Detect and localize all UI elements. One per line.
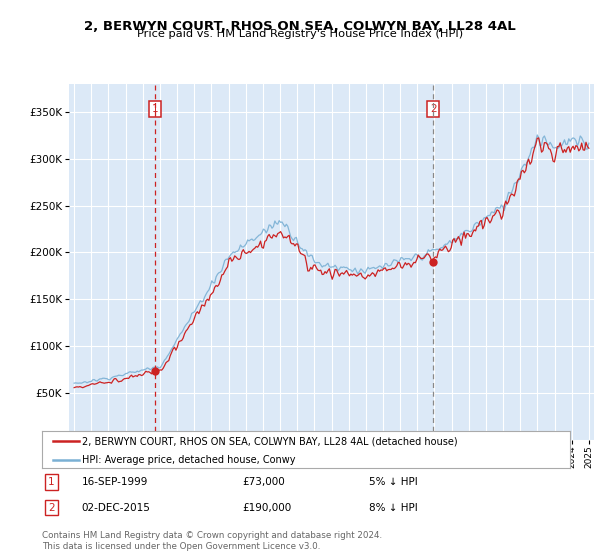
Text: 02-DEC-2015: 02-DEC-2015 xyxy=(82,502,151,512)
Text: £190,000: £190,000 xyxy=(242,502,292,512)
Text: This data is licensed under the Open Government Licence v3.0.: This data is licensed under the Open Gov… xyxy=(42,542,320,550)
Text: Price paid vs. HM Land Registry's House Price Index (HPI): Price paid vs. HM Land Registry's House … xyxy=(137,29,463,39)
Text: Contains HM Land Registry data © Crown copyright and database right 2024.: Contains HM Land Registry data © Crown c… xyxy=(42,531,382,540)
Text: 2, BERWYN COURT, RHOS ON SEA, COLWYN BAY, LL28 4AL (detached house): 2, BERWYN COURT, RHOS ON SEA, COLWYN BAY… xyxy=(82,436,457,446)
Text: 5% ↓ HPI: 5% ↓ HPI xyxy=(370,477,418,487)
Text: 16-SEP-1999: 16-SEP-1999 xyxy=(82,477,148,487)
Text: HPI: Average price, detached house, Conwy: HPI: Average price, detached house, Conw… xyxy=(82,455,295,465)
Text: 2: 2 xyxy=(48,502,55,512)
Text: 1: 1 xyxy=(152,104,158,114)
Text: £73,000: £73,000 xyxy=(242,477,286,487)
Text: 1: 1 xyxy=(48,477,55,487)
Text: 8% ↓ HPI: 8% ↓ HPI xyxy=(370,502,418,512)
Text: 2, BERWYN COURT, RHOS ON SEA, COLWYN BAY, LL28 4AL: 2, BERWYN COURT, RHOS ON SEA, COLWYN BAY… xyxy=(84,20,516,32)
Text: 2: 2 xyxy=(430,104,436,114)
